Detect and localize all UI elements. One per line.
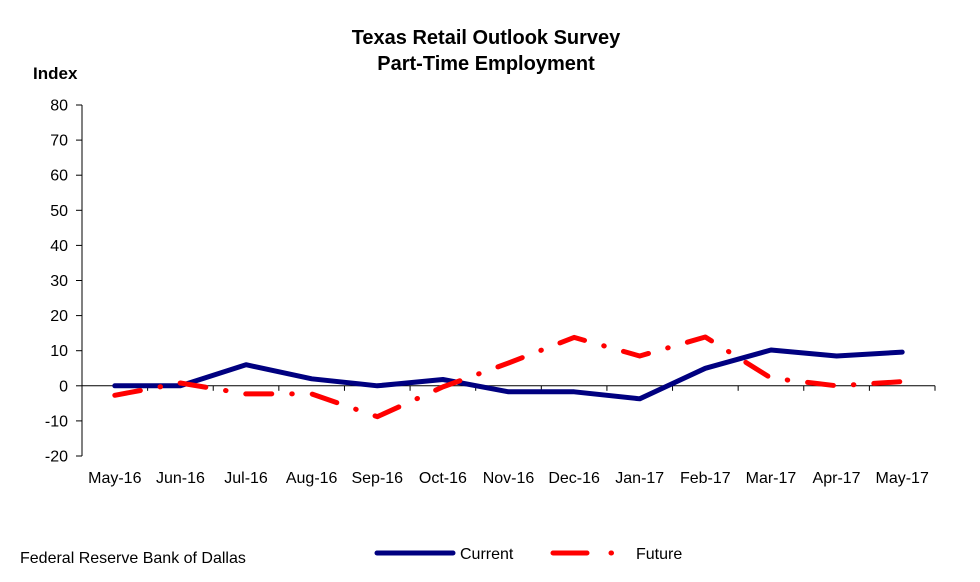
source-note: Federal Reserve Bank of Dallas	[20, 550, 246, 567]
x-tick-label: Dec-16	[548, 470, 600, 487]
chart-title: Texas Retail Outlook Survey	[351, 27, 621, 49]
y-tick-label: 70	[50, 133, 68, 150]
y-tick-label: 40	[50, 238, 68, 255]
x-tick-label: Nov-16	[483, 470, 535, 487]
x-tick-label: Apr-17	[813, 470, 861, 487]
legend-label-future: Future	[636, 546, 682, 563]
y-tick-label: 50	[50, 203, 68, 220]
x-tick-label: May-16	[88, 470, 141, 487]
y-tick-label: -20	[45, 449, 68, 466]
y-tick-label: 20	[50, 308, 68, 325]
x-tick-label: Feb-17	[680, 470, 731, 487]
x-tick-label: Aug-16	[286, 470, 338, 487]
x-tick-label: Jul-16	[224, 470, 268, 487]
y-axis-label: Index	[33, 64, 78, 83]
x-tick-label: Jun-16	[156, 470, 205, 487]
x-tick-label: May-17	[876, 470, 929, 487]
y-tick-label: 80	[50, 98, 68, 115]
x-tick-label: Jan-17	[615, 470, 664, 487]
x-tick-label: Oct-16	[419, 470, 467, 487]
y-tick-label: 60	[50, 168, 68, 185]
legend-label-current: Current	[460, 546, 514, 563]
x-tick-label: Mar-17	[746, 470, 797, 487]
y-tick-label: -10	[45, 413, 68, 430]
y-tick-label: 30	[50, 273, 68, 290]
y-tick-label: 0	[59, 378, 68, 395]
x-tick-label: Sep-16	[351, 470, 403, 487]
series-line-current	[112, 347, 905, 402]
y-tick-label: 10	[50, 343, 68, 360]
chart-subtitle: Part-Time Employment	[377, 53, 595, 75]
